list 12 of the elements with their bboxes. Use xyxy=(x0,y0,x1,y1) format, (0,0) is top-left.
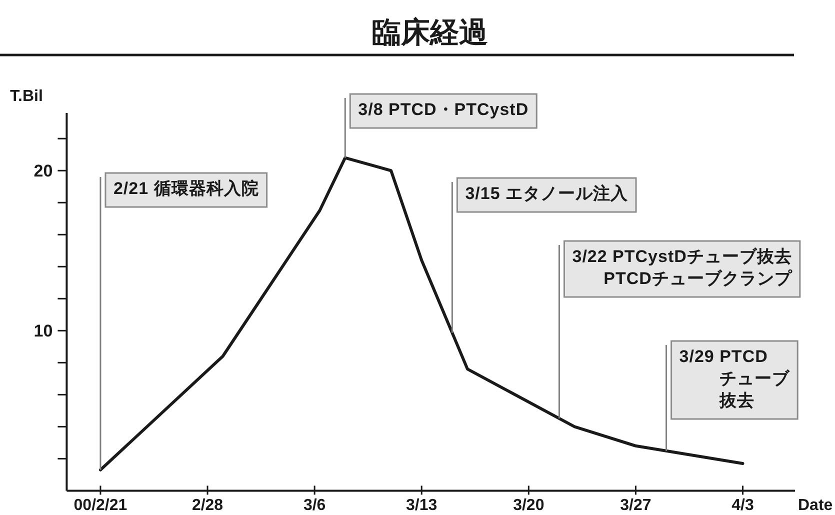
x-tick-label: 00/2/21 xyxy=(74,497,128,514)
x-tick-label: 2/28 xyxy=(192,497,224,514)
x-tick-label: 3/13 xyxy=(406,497,438,514)
y-tick-label: 10 xyxy=(34,322,53,341)
y-tick-label: 20 xyxy=(34,162,53,181)
xlabel: Date xyxy=(798,497,833,514)
title: 臨床経過 xyxy=(372,17,488,49)
ylabel: T.Bil xyxy=(10,88,43,105)
x-tick-label: 4/3 xyxy=(732,497,754,514)
x-tick-label: 3/6 xyxy=(303,497,326,514)
x-tick-label: 3/27 xyxy=(620,497,652,514)
x-tick-label: 3/20 xyxy=(513,497,544,514)
